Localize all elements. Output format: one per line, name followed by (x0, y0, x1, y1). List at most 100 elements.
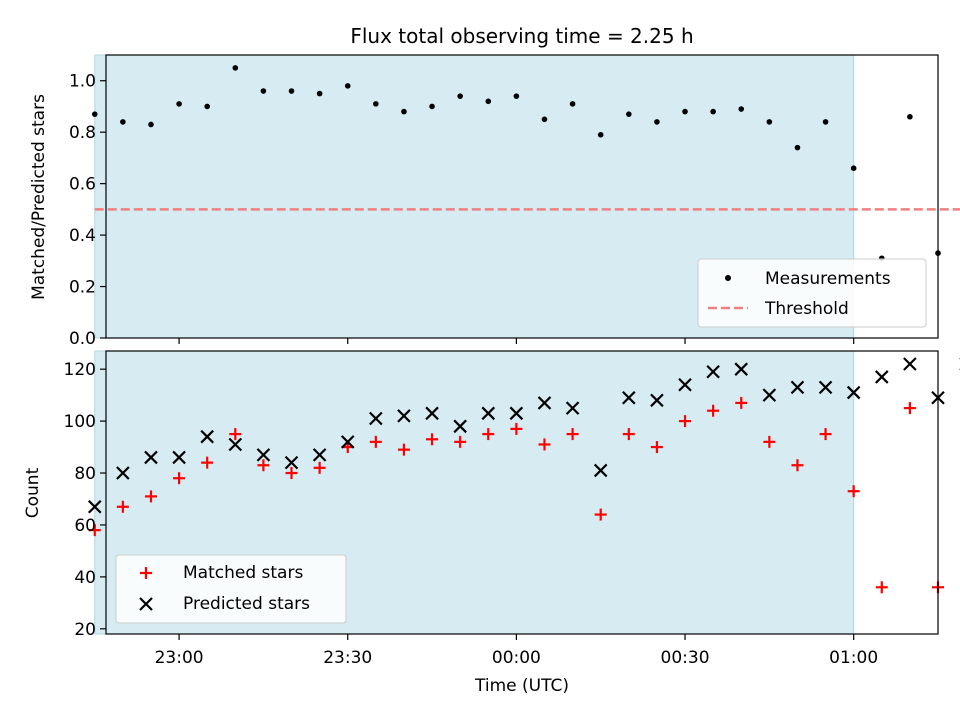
matched-star-point (201, 456, 214, 469)
measurement-point (91, 111, 98, 117)
measurement-point (682, 108, 688, 115)
matched-star-point (763, 435, 776, 448)
legend-predicted-marker (139, 597, 153, 611)
predicted-star-point (425, 406, 439, 421)
measurement-point (850, 165, 857, 171)
x-axis-label: Time (UTC) (474, 676, 569, 696)
bottom-ytick-label: 40 (74, 568, 96, 588)
top-ytick-label: 1.0 (69, 72, 96, 92)
predicted-star-point (87, 500, 102, 514)
predicted-star-point (650, 393, 664, 408)
top-ytick-label: 0.2 (69, 278, 96, 298)
predicted-star-point (818, 380, 833, 395)
matched-star-point (397, 443, 410, 456)
predicted-star-point (481, 406, 496, 421)
measurement-point (738, 106, 745, 112)
xtick-label: 23:30 (323, 648, 372, 668)
matched-star-point (313, 461, 326, 474)
measurement-point (822, 119, 829, 125)
predicted-star-point (369, 411, 383, 426)
top-ytick-label: 0.6 (69, 175, 96, 195)
matched-star-point (819, 428, 832, 441)
top-legend: Measurements Threshold (697, 258, 927, 328)
bottom-ytick-label: 20 (74, 620, 96, 640)
matched-star-point (482, 428, 495, 441)
top-ytick-label: 0.0 (69, 329, 96, 349)
predicted-star-point (903, 357, 917, 371)
predicted-star-point (537, 396, 552, 410)
matched-star-point (707, 404, 720, 417)
predicted-star-point (875, 370, 889, 384)
bottom-panel: 20 40 60 80 100 120 23:00 23:30 00:00 00:30 01:00… (23, 350, 960, 696)
measurement-point (401, 108, 407, 115)
bottom-legend-box (115, 554, 347, 624)
matched-star-point (257, 459, 270, 472)
measurement-point (626, 111, 632, 117)
legend-measurements-marker (725, 275, 731, 281)
measurement-point (513, 93, 520, 99)
top-y-axis-label: Matched/Predicted stars (29, 94, 49, 300)
predicted-star-point (509, 406, 524, 421)
top-panel: 0.0 0.2 0.4 0.6 0.8 1.0 Matched/Predicted sta… (29, 54, 960, 349)
legend-predicted-label: Predicted stars (183, 594, 310, 614)
xtick-label: 23:00 (155, 648, 204, 668)
predicted-star-point (144, 450, 158, 465)
matched-star-point (594, 508, 607, 521)
predicted-star-point (846, 385, 861, 400)
matched-star-point (116, 500, 129, 513)
matched-star-point (847, 485, 860, 498)
measurement-point (485, 98, 492, 105)
predicted-star-point (256, 448, 271, 462)
measurement-point (429, 103, 435, 110)
measurement-point (654, 119, 660, 125)
matched-star-point (88, 524, 101, 537)
legend-predicted-cross (139, 597, 153, 611)
matched-star-point (679, 415, 692, 428)
matched-star-point (229, 428, 242, 441)
measurement-point (569, 101, 576, 107)
measurement-point (457, 93, 463, 99)
xtick-label: 01:00 (829, 648, 878, 668)
predicted-star-point (453, 419, 467, 434)
measurement-point (148, 121, 154, 128)
predicted-star-point (397, 409, 411, 423)
measurement-point (794, 144, 801, 151)
measurement-point (344, 83, 351, 89)
matched-star-point (650, 441, 663, 454)
predicted-star-point (228, 437, 243, 452)
matched-star-point (735, 396, 748, 409)
bottom-plot-frame (105, 350, 939, 635)
bottom-legend: Matched stars Predicted stars (115, 554, 347, 624)
measurement-point (710, 108, 716, 115)
matched-star-point (426, 433, 439, 446)
top-legend-box (697, 258, 927, 328)
top-ytick-label: 0.8 (69, 123, 96, 143)
predicted-star-point (172, 450, 186, 465)
legend-matched-plus (140, 567, 152, 579)
bottom-ytick-label: 120 (64, 360, 96, 380)
predicted-star-point (734, 362, 749, 376)
top-plot-frame (105, 54, 939, 339)
predicted-star-point (678, 377, 692, 392)
measurement-point (176, 101, 182, 107)
matched-star-point (566, 428, 579, 441)
measurement-point (766, 119, 773, 125)
measurement-point (232, 65, 239, 71)
xtick-label: 00:00 (492, 648, 541, 668)
measurement-point (260, 88, 267, 94)
bottom-ytick-label: 100 (64, 412, 96, 432)
legend-matched-label: Matched stars (183, 563, 303, 583)
matched-star-point (510, 422, 523, 435)
predicted-star-point (312, 448, 327, 462)
predicted-star-point (116, 466, 130, 480)
legend-matched-marker (140, 567, 152, 579)
chart-title: Flux total observing time = 2.25 h (350, 24, 693, 48)
measurement-point (907, 113, 913, 120)
legend-measurements-label: Measurements (765, 269, 891, 289)
predicted-star-point (706, 364, 720, 379)
xtick-label: 00:30 (661, 648, 710, 668)
matched-star-point (285, 467, 298, 480)
matched-star-point (875, 581, 888, 594)
matched-star-point (454, 435, 467, 448)
